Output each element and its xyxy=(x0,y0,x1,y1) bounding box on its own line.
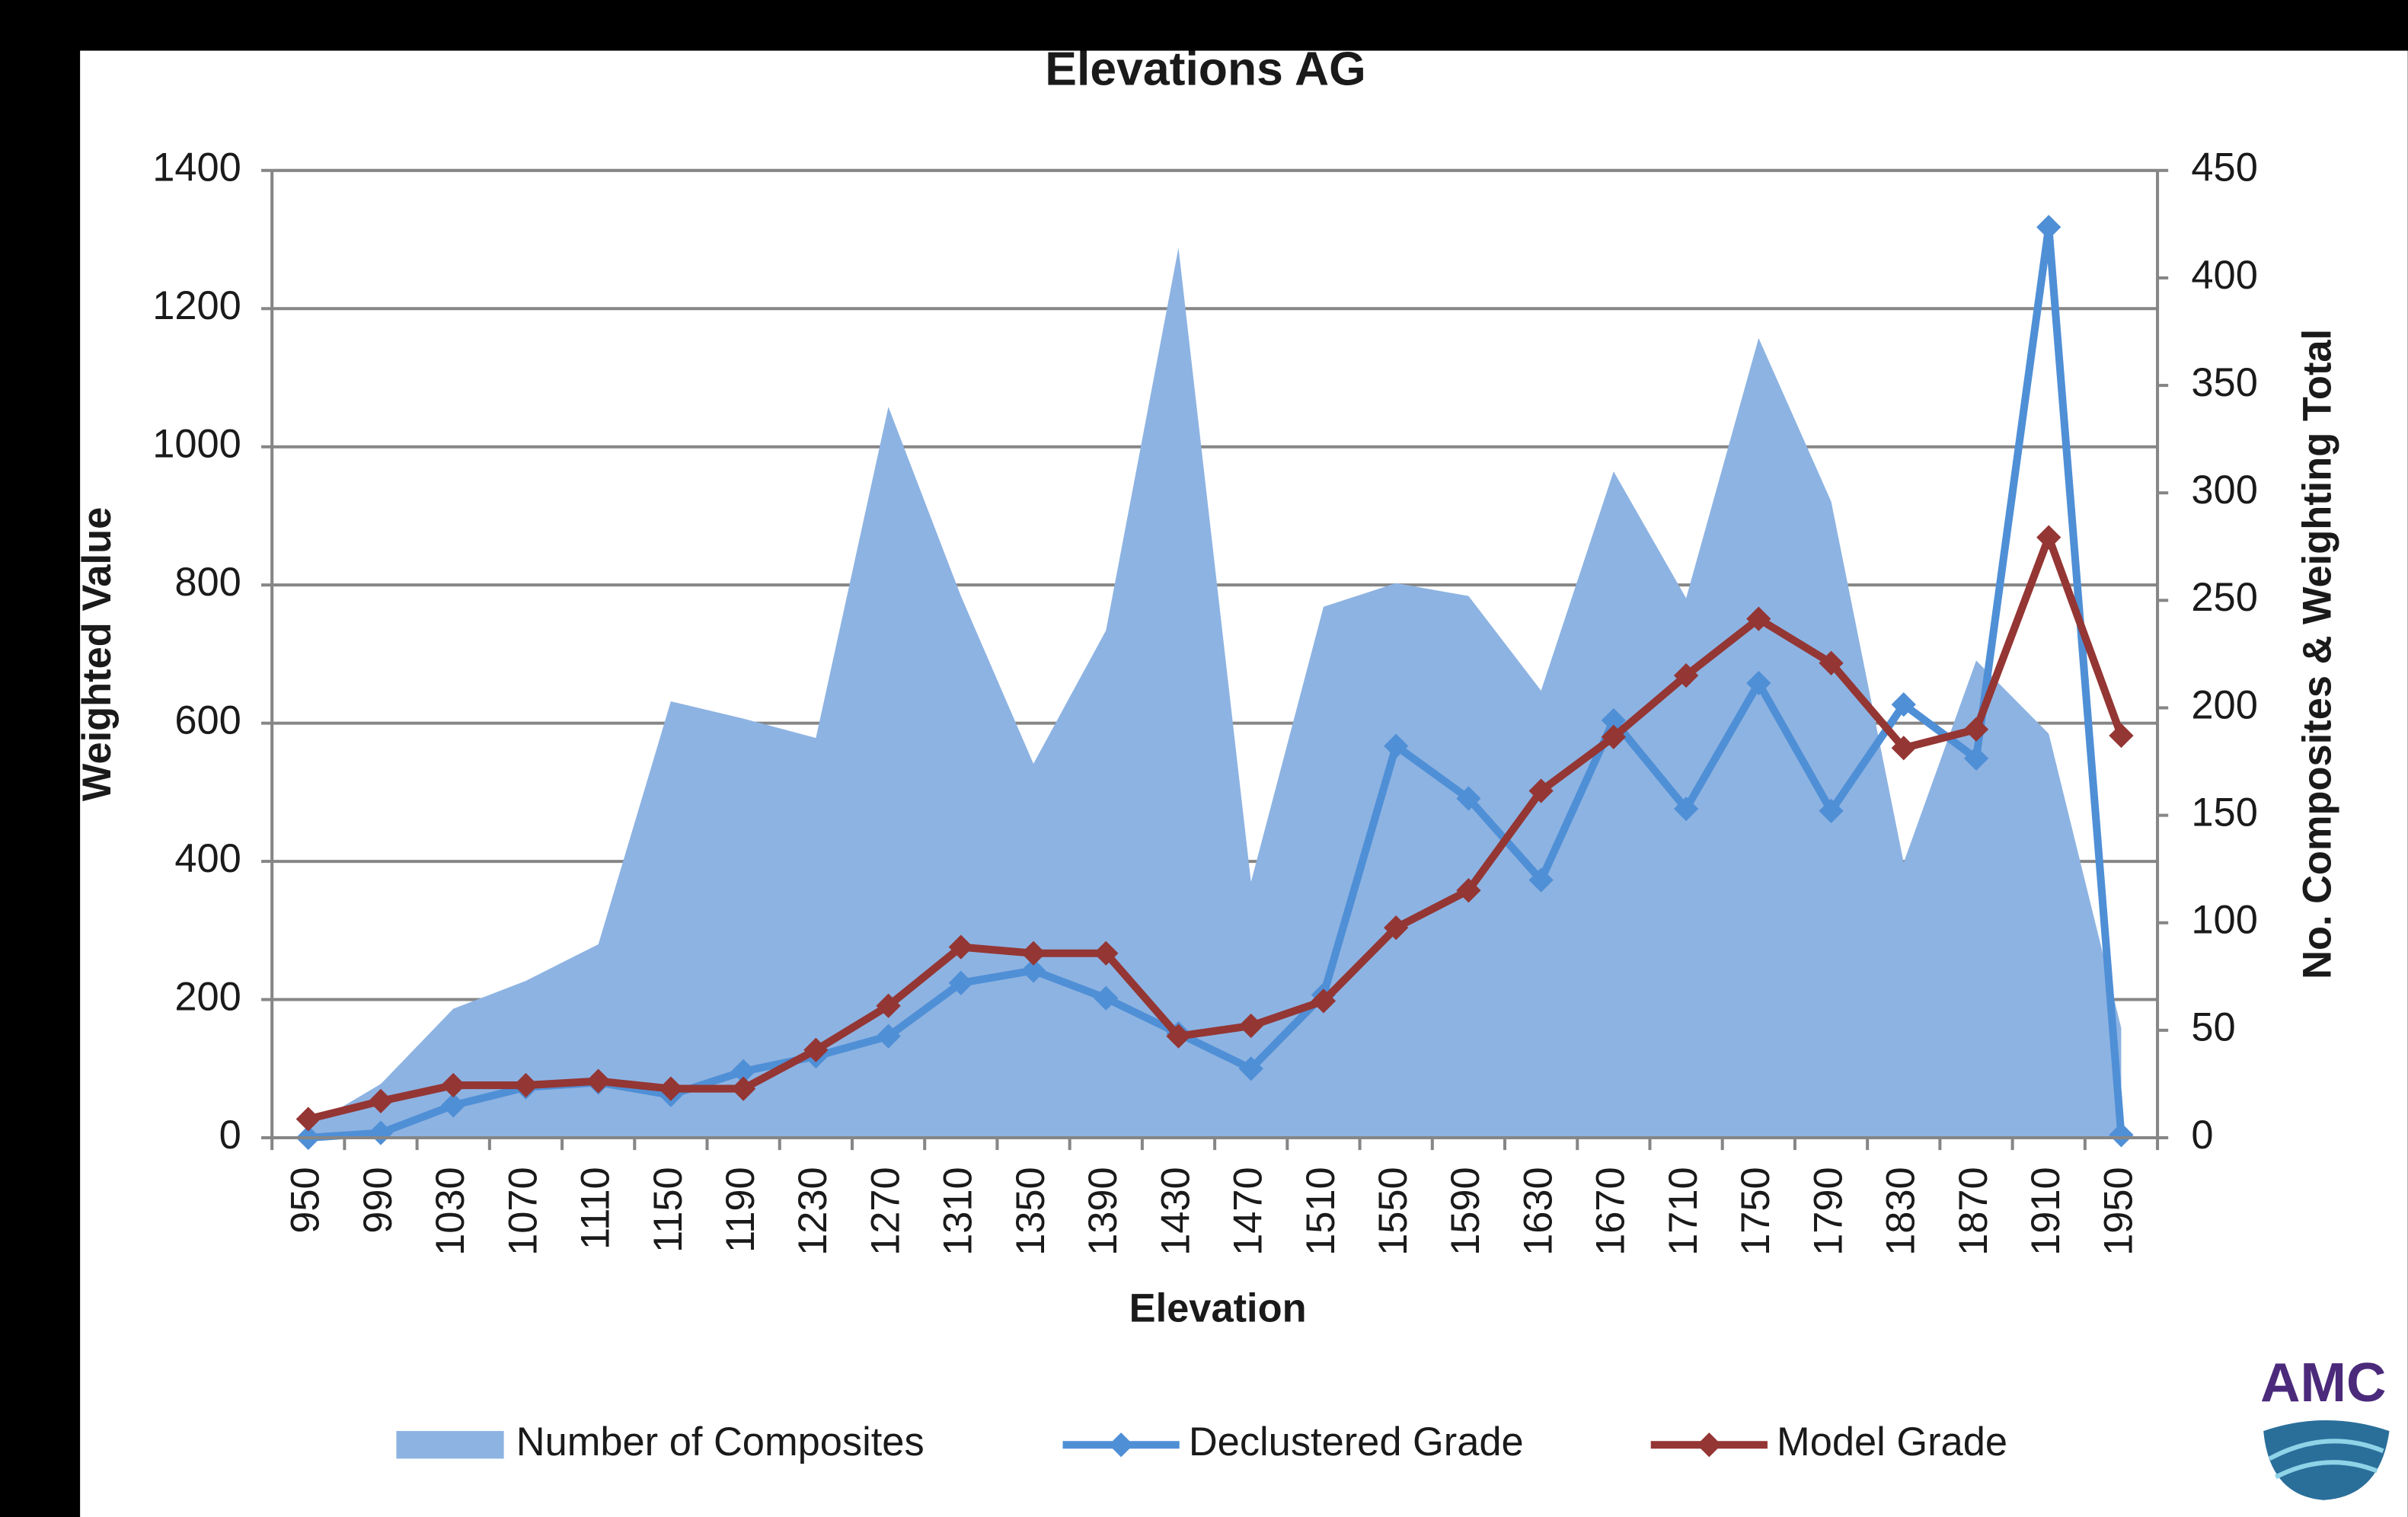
x-tick-label: 1230 xyxy=(791,1167,835,1256)
x-tick-label: 990 xyxy=(356,1167,401,1233)
x-tick-label: 950 xyxy=(284,1167,328,1233)
marker xyxy=(876,993,901,1018)
marker xyxy=(1166,1024,1191,1049)
marker xyxy=(1238,1013,1263,1039)
legend-label: Number of Composites xyxy=(516,1420,925,1464)
y2-tick-label: 150 xyxy=(2191,790,2257,835)
y-tick-label: 600 xyxy=(174,698,241,743)
x-tick-label: 1150 xyxy=(647,1167,691,1253)
x-tick-label: 1070 xyxy=(501,1167,545,1256)
marker xyxy=(1528,867,1554,893)
y-tick-label: 200 xyxy=(174,975,241,1019)
y-tick-label: 1000 xyxy=(152,423,241,467)
marker xyxy=(2109,1123,2134,1148)
marker xyxy=(1819,798,1844,823)
y-tick-label: 1200 xyxy=(152,284,241,328)
legend-marker xyxy=(1108,1432,1134,1458)
x-tick-label: 1030 xyxy=(429,1167,473,1256)
legend-swatch xyxy=(396,1431,504,1459)
marker xyxy=(368,1088,394,1114)
marker xyxy=(731,1076,756,1101)
marker xyxy=(1456,786,1481,811)
marker xyxy=(1094,985,1119,1011)
marker xyxy=(1094,941,1119,966)
marker xyxy=(2036,525,2061,550)
x-axis-title: Elevation xyxy=(1129,1287,1307,1331)
y2-axis-title: No. Composites & Weighting Total xyxy=(2296,329,2340,979)
chart-title: Elevations AG xyxy=(1045,42,1365,95)
y2-tick-label: 300 xyxy=(2191,468,2257,513)
legend-label: Model Grade xyxy=(1777,1420,2007,1464)
marker xyxy=(731,1059,756,1084)
x-tick-label: 1470 xyxy=(1227,1167,1271,1256)
x-tick-label: 1590 xyxy=(1444,1167,1488,1256)
marker xyxy=(803,1037,829,1062)
y-tick-label: 1400 xyxy=(152,146,241,190)
x-tick-label: 1870 xyxy=(1952,1167,1996,1256)
marker xyxy=(1601,724,1626,749)
y-axis-title: Weighted Value xyxy=(75,507,120,801)
marker xyxy=(1673,797,1699,822)
marker xyxy=(441,1072,466,1098)
marker xyxy=(1456,878,1481,903)
y2-tick-label: 100 xyxy=(2191,899,2257,943)
marker xyxy=(586,1068,611,1094)
marker xyxy=(295,1107,321,1132)
logo-wave xyxy=(2268,1439,2384,1480)
marker xyxy=(1528,778,1554,803)
x-tick-label: 1830 xyxy=(1879,1167,1924,1256)
logo: AMC xyxy=(2260,1352,2390,1500)
y2-tick-label: 350 xyxy=(2191,361,2257,405)
legend-label: Declustered Grade xyxy=(1189,1420,1524,1464)
x-tick-label: 1790 xyxy=(1806,1167,1851,1256)
marker xyxy=(1746,670,1771,696)
x-tick-label: 1910 xyxy=(2024,1167,2068,1256)
x-tick-label: 1110 xyxy=(574,1167,618,1250)
x-tick-label: 1950 xyxy=(2097,1167,2141,1256)
y2-tick-label: 450 xyxy=(2191,146,2257,190)
x-tick-label: 1550 xyxy=(1372,1167,1416,1256)
x-tick-label: 1630 xyxy=(1516,1167,1560,1256)
y2-tick-label: 400 xyxy=(2191,254,2257,298)
marker xyxy=(1384,733,1409,758)
marker xyxy=(948,934,973,960)
x-tick-label: 1750 xyxy=(1734,1167,1778,1256)
x-tick-label: 1350 xyxy=(1009,1167,1053,1256)
y-tick-label: 0 xyxy=(219,1113,241,1158)
y2-tick-label: 50 xyxy=(2191,1006,2235,1050)
x-tick-label: 1270 xyxy=(864,1167,908,1256)
y-tick-label: 800 xyxy=(174,560,241,605)
marker xyxy=(1238,1056,1263,1081)
legend-marker xyxy=(1697,1432,1722,1458)
marker xyxy=(1746,606,1771,631)
marker xyxy=(2036,215,2061,240)
x-tick-label: 1430 xyxy=(1154,1167,1198,1256)
marker xyxy=(1673,663,1699,688)
x-tick-label: 1710 xyxy=(1662,1167,1706,1256)
marker xyxy=(513,1072,538,1098)
y-tick-label: 400 xyxy=(174,837,241,881)
x-tick-label: 1190 xyxy=(719,1167,763,1253)
marker xyxy=(1384,915,1409,941)
area xyxy=(308,248,2122,1138)
marker xyxy=(1020,958,1046,983)
marker xyxy=(1311,988,1337,1014)
marker xyxy=(876,1024,901,1049)
marker xyxy=(2109,723,2134,749)
x-tick-label: 1510 xyxy=(1299,1167,1343,1256)
x-tick-label: 1390 xyxy=(1081,1167,1126,1256)
marker xyxy=(1020,941,1046,966)
x-tick-label: 1310 xyxy=(937,1167,981,1256)
logo-text: AMC xyxy=(2260,1352,2386,1413)
y2-tick-label: 250 xyxy=(2191,576,2257,620)
line xyxy=(307,533,2125,1123)
marker xyxy=(948,970,973,995)
x-tick-label: 1670 xyxy=(1589,1167,1634,1256)
y2-tick-label: 0 xyxy=(2191,1113,2213,1158)
y2-tick-label: 200 xyxy=(2191,683,2257,727)
